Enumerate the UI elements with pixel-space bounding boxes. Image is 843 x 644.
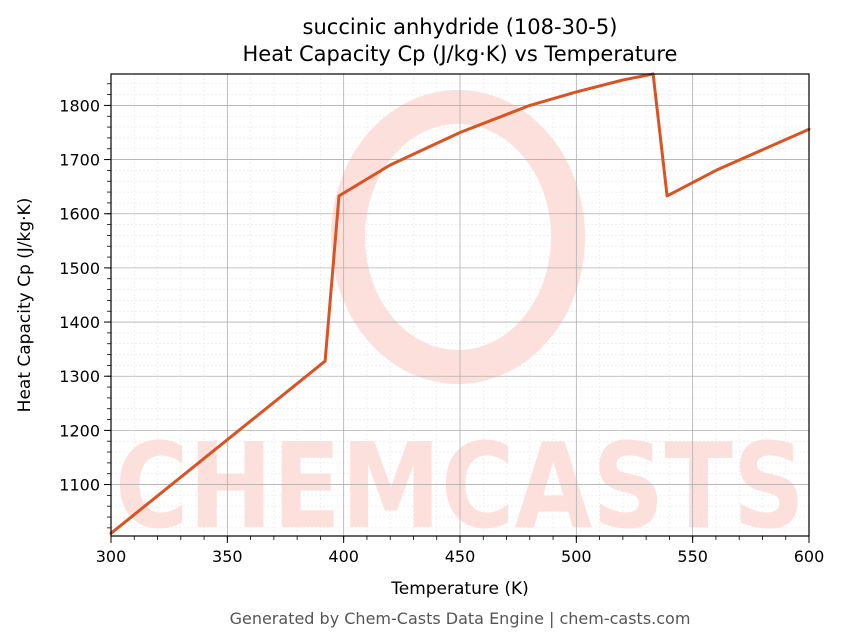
series-line (109, 72, 811, 535)
x-axis-ticks: 300 350 400 450 500 550 600 (96, 536, 825, 566)
y-tick-label: 1500 (59, 259, 100, 278)
y-tick-label: 1300 (59, 367, 100, 386)
y-tick-label: 1600 (59, 205, 100, 224)
y-tick-label: 1200 (59, 421, 100, 440)
chart-subtitle: Heat Capacity Cp (J/kg·K) vs Temperature (243, 42, 678, 66)
y-axis-label: Heat Capacity Cp (J/kg·K) (15, 198, 35, 413)
y-tick-label: 1800 (59, 96, 100, 115)
major-grid (110, 74, 810, 536)
chart-title: succinic anhydride (108-30-5) (303, 15, 618, 39)
x-tick-label: 450 (445, 547, 476, 566)
y-tick-label: 1400 (59, 313, 100, 332)
y-axis-ticks: 1100 1200 1300 1400 1500 1600 1700 1800 (59, 83, 111, 529)
watermark-logo-ring (331, 90, 585, 384)
x-tick-label: 350 (212, 547, 243, 566)
x-tick-label: 400 (328, 547, 359, 566)
x-tick-label: 550 (677, 547, 708, 566)
x-tick-label: 300 (96, 547, 127, 566)
x-axis-label: Temperature (K) (390, 579, 529, 599)
y-tick-label: 1700 (59, 151, 100, 170)
x-tick-label: 600 (794, 547, 825, 566)
series-layer (109, 72, 811, 535)
y-tick-label: 1100 (59, 476, 100, 495)
x-tick-label: 500 (561, 547, 592, 566)
footer-credit: Generated by Chem-Casts Data Engine | ch… (230, 609, 691, 628)
